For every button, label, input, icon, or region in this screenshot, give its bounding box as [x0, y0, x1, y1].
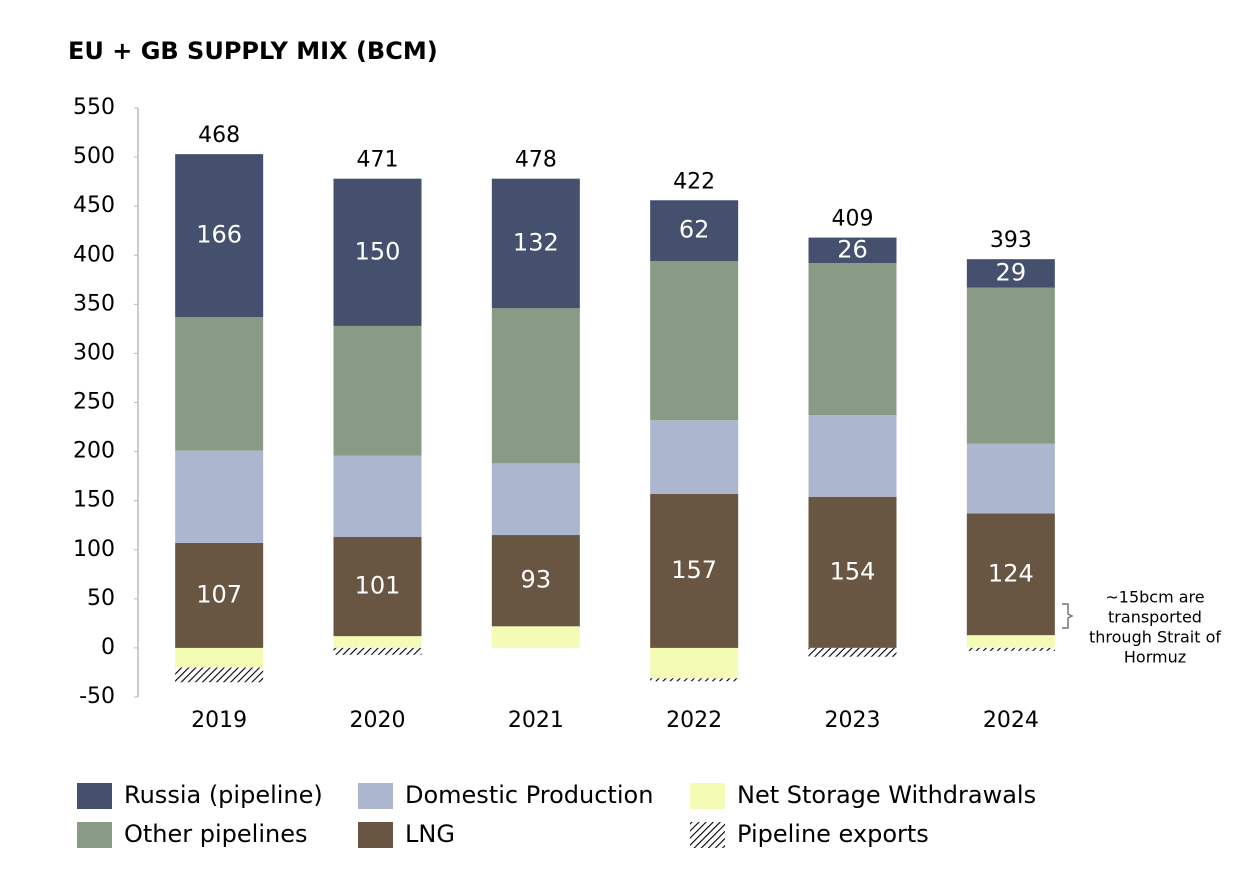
- chart-title: EU + GB SUPPLY MIX (BCM): [68, 37, 438, 65]
- annotation: ~15bcm are: [1105, 588, 1204, 607]
- x-tick-label: 2022: [666, 708, 722, 733]
- total-label: 468: [198, 123, 240, 148]
- bar-segment: [333, 536, 422, 637]
- y-tick-label: -50: [79, 684, 115, 709]
- annotation: through Strait of: [1089, 628, 1221, 647]
- bar-segment: [175, 154, 264, 318]
- x-tick-label: 2024: [983, 708, 1039, 733]
- data-label: 150: [355, 237, 401, 265]
- bar-segment: [175, 647, 264, 668]
- bar-segment: [333, 455, 422, 537]
- bar-segment: [966, 443, 1055, 514]
- bar-segment: [333, 325, 422, 456]
- legend-swatch: [77, 783, 112, 809]
- y-tick-label: 0: [101, 635, 115, 660]
- bar-segment: [491, 463, 580, 536]
- bar-segment: [808, 237, 897, 264]
- bar-segment: [650, 493, 739, 648]
- total-label: 409: [832, 207, 874, 232]
- bar-segment: [333, 178, 422, 326]
- bar-segment: [175, 542, 264, 648]
- bar-segment: [175, 450, 264, 543]
- annotation: transported: [1108, 608, 1202, 627]
- bar-segment: [650, 200, 739, 262]
- x-tick-label: 2021: [508, 708, 564, 733]
- legend-swatch: [77, 822, 112, 848]
- y-tick-label: 300: [73, 340, 115, 365]
- bar-segment: [808, 496, 897, 648]
- data-label: 166: [196, 221, 242, 249]
- legend-swatch: [358, 783, 393, 809]
- annotation-bracket: [1062, 603, 1074, 629]
- total-label: 393: [990, 228, 1032, 253]
- data-label: 132: [513, 228, 559, 256]
- y-tick-label: 100: [73, 537, 115, 562]
- legend-label: Pipeline exports: [737, 820, 929, 848]
- legend-swatch: [690, 822, 725, 848]
- data-label: 157: [671, 556, 717, 584]
- y-tick-label: 150: [73, 488, 115, 513]
- legend-label: Russia (pipeline): [124, 781, 323, 809]
- total-label: 422: [673, 169, 715, 194]
- data-label: 154: [830, 557, 876, 585]
- legend-swatch: [690, 783, 725, 809]
- total-label: 471: [357, 148, 399, 173]
- bar-segment: [808, 415, 897, 497]
- y-tick-label: 350: [73, 291, 115, 316]
- data-label: 62: [679, 216, 710, 244]
- bar-segment: [650, 420, 739, 494]
- y-tick-label: 400: [73, 242, 115, 267]
- total-label: 478: [515, 148, 557, 173]
- legend-label: Other pipelines: [124, 820, 308, 848]
- y-tick-label: 500: [73, 144, 115, 169]
- legend-label: LNG: [405, 820, 455, 848]
- bar-segment: [966, 259, 1055, 288]
- legend-label: Net Storage Withdrawals: [737, 781, 1036, 809]
- y-tick-label: 550: [73, 95, 115, 120]
- bar-segment: [966, 513, 1055, 636]
- data-label: 101: [355, 572, 401, 600]
- data-label: 107: [196, 580, 242, 608]
- y-tick-label: 50: [87, 586, 115, 611]
- y-tick-label: 450: [73, 193, 115, 218]
- legend-swatch: [358, 822, 393, 848]
- data-label: 29: [996, 258, 1027, 286]
- bar-segment: [491, 308, 580, 464]
- y-tick-label: 200: [73, 439, 115, 464]
- x-tick-label: 2020: [350, 708, 406, 733]
- bar-segment: [650, 678, 739, 682]
- x-tick-label: 2023: [825, 708, 881, 733]
- annotation: Hormuz: [1124, 648, 1186, 667]
- bar-segment: [333, 636, 422, 648]
- bar-segment: [491, 626, 580, 648]
- bar-segment: [491, 535, 580, 627]
- bar-segment: [491, 178, 580, 309]
- bar-segment: [650, 647, 739, 679]
- bar-segment: [175, 667, 264, 683]
- bar-segment: [966, 287, 1055, 444]
- data-label: 93: [521, 566, 552, 594]
- bar-segment: [808, 263, 897, 416]
- legend-label: Domestic Production: [405, 781, 653, 809]
- bar-segment: [966, 635, 1055, 648]
- bar-segment: [966, 647, 1055, 651]
- y-tick-label: 250: [73, 390, 115, 415]
- bar-segment: [808, 647, 897, 657]
- bar-segment: [650, 261, 739, 421]
- x-tick-label: 2019: [191, 708, 247, 733]
- bar-segment: [175, 317, 264, 451]
- data-label: 26: [837, 235, 868, 263]
- data-label: 124: [988, 559, 1034, 587]
- bar-segment: [333, 647, 422, 655]
